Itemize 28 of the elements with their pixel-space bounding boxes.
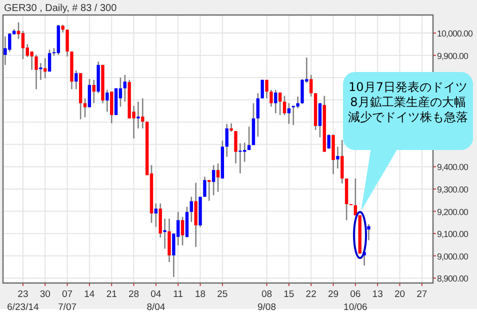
y-tick-label: 9,100.00 (437, 229, 469, 240)
x-tick-label: 06 10/06 (344, 289, 368, 313)
x-tick-label: 11 (173, 289, 184, 300)
x-tick-label: 21 (106, 289, 117, 300)
x-tick-label: 07 7/07 (58, 289, 77, 313)
y-tick-label: 9,300.00 (437, 184, 469, 194)
x-tick-label: 25 (217, 289, 228, 300)
x-tick-label: 15 (284, 289, 294, 300)
chart-title: GER30 , Daily, # 83 / 300 (4, 3, 118, 14)
annotation: 10月7日発表のドイツ8月鉱工業生産の大幅減少でドイツ株も急落 (347, 80, 469, 125)
x-tick-label: 20 (394, 289, 406, 300)
x-tick-label: 18 (194, 289, 206, 300)
y-tick-label: 9,900.00 (437, 50, 469, 61)
y-tick-label: 10,000.00 (437, 28, 474, 39)
x-tick-label: 08 9/08 (258, 289, 276, 313)
x-tick-label: 27 (416, 289, 428, 300)
x-tick-label: 22 (306, 289, 316, 300)
x-tick-label: 23 6/23/14 (7, 289, 39, 313)
y-tick-label: 8,900.00 (437, 274, 469, 284)
y-tick-label: 9,200.00 (437, 206, 469, 217)
x-tick-label: 30 (40, 289, 50, 300)
x-tick-label: 13 (372, 289, 383, 300)
y-tick-label: 9,000.00 (437, 251, 469, 262)
x-tick-label: 14 (84, 289, 95, 300)
x-tick-label: 04 8/04 (146, 289, 166, 313)
y-tick-label: 9,400.00 (437, 162, 469, 172)
x-tick-label: 29 (328, 289, 339, 300)
x-tick-label: 28 (128, 289, 140, 300)
